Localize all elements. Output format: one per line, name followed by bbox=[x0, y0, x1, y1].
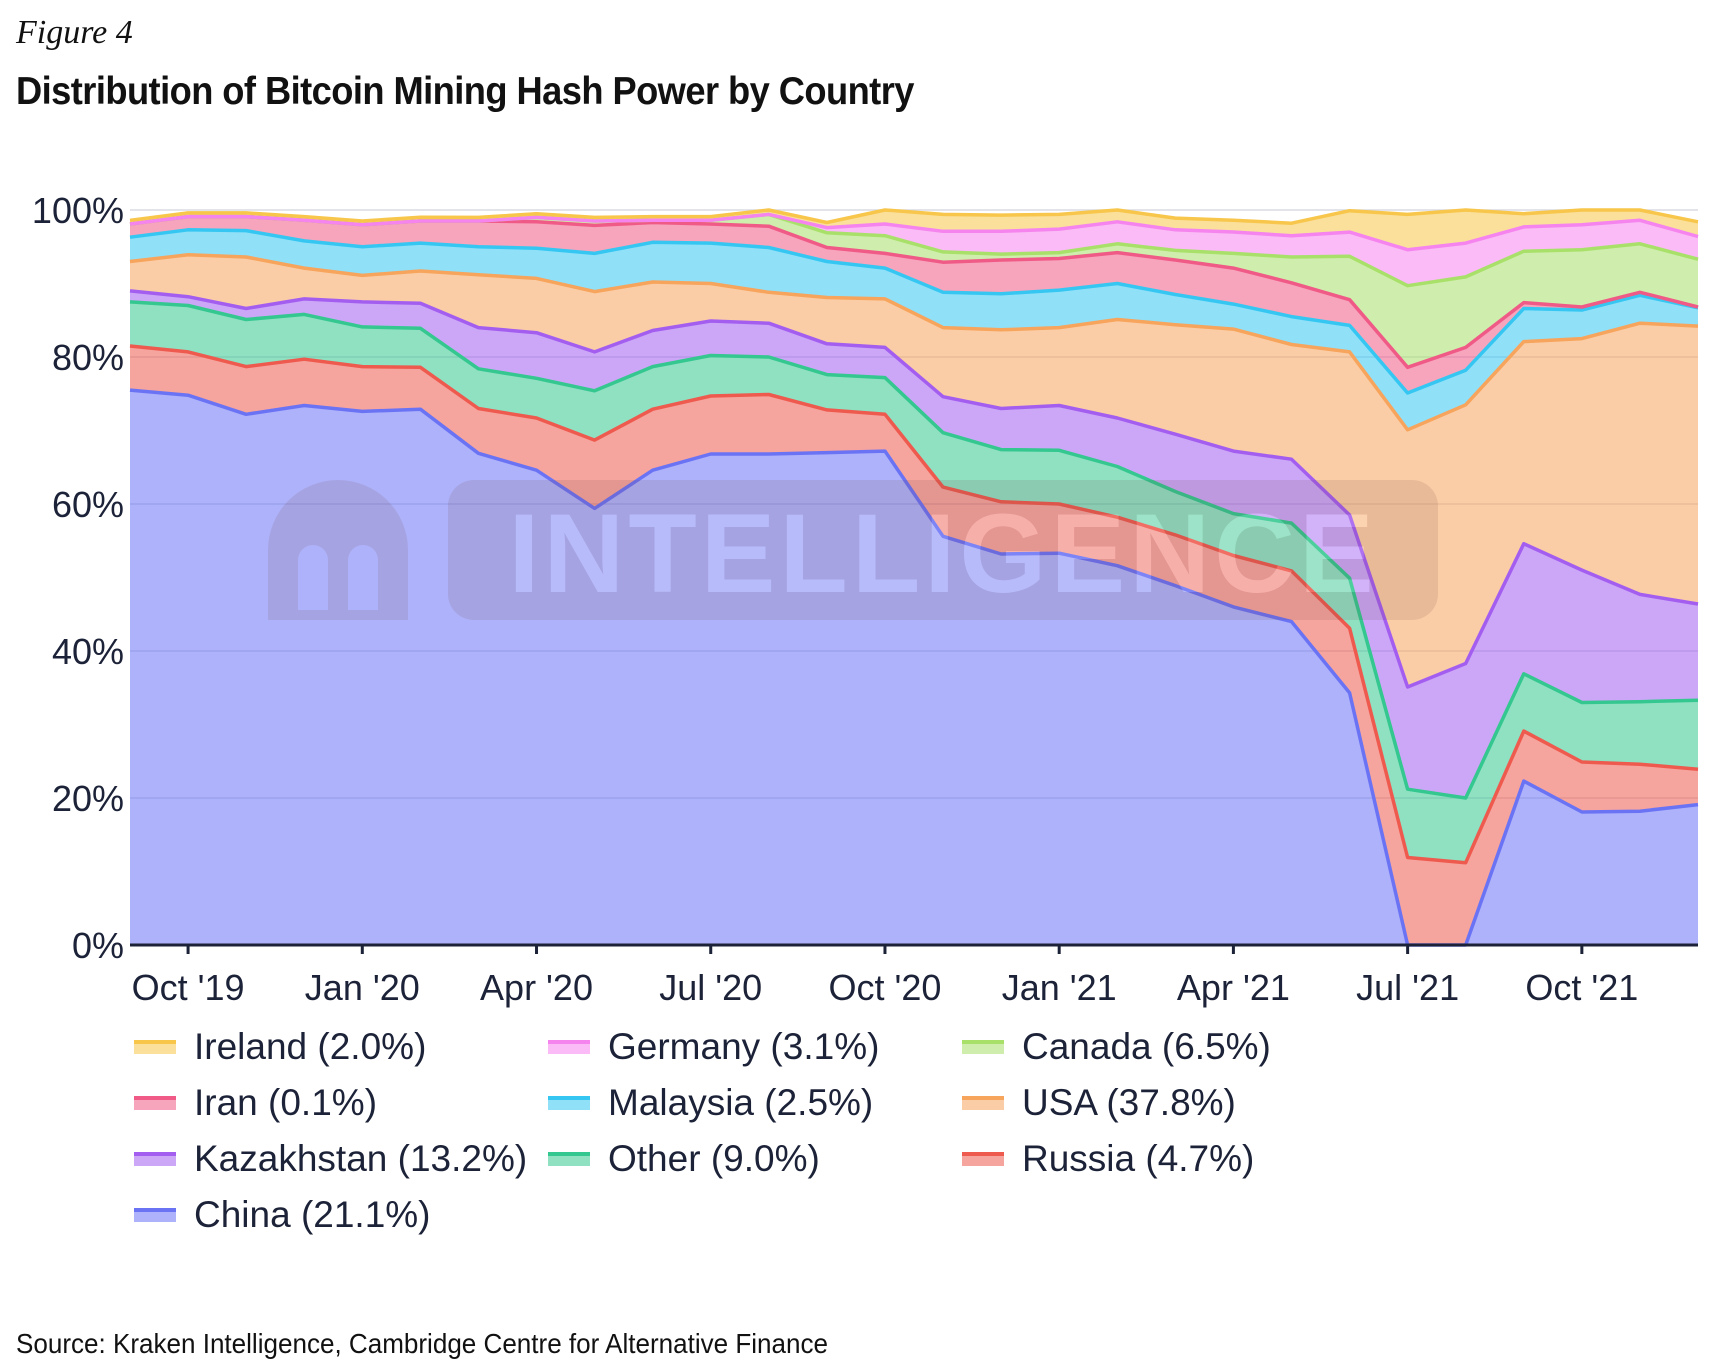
legend-item-kazakhstan[interactable]: Kazakhstan (13.2%) bbox=[134, 1134, 527, 1184]
x-tick-label: Jul '21 bbox=[1356, 967, 1459, 1008]
y-tick-labels: 0% 20% 40% 60% 80% 100% bbox=[32, 190, 124, 966]
legend-item-germany[interactable]: Germany (3.1%) bbox=[548, 1022, 879, 1072]
x-tick-label: Oct '19 bbox=[132, 967, 245, 1008]
line-russia bbox=[129, 344, 1699, 865]
y-tick-label: 20% bbox=[52, 778, 124, 819]
area-malaysia bbox=[130, 229, 1698, 430]
legend-swatch bbox=[548, 1096, 590, 1110]
line-usa bbox=[129, 253, 1699, 432]
source-note: Source: Kraken Intelligence, Cambridge C… bbox=[16, 1328, 829, 1359]
x-tick-label: Jan '21 bbox=[1002, 967, 1117, 1008]
legend-label: USA (37.8%) bbox=[1022, 1082, 1236, 1123]
area-russia bbox=[130, 346, 1698, 945]
legend-label: Malaysia (2.5%) bbox=[608, 1082, 874, 1123]
legend-item-malaysia[interactable]: Malaysia (2.5%) bbox=[548, 1078, 873, 1128]
legend-item-canada[interactable]: Canada (6.5%) bbox=[962, 1022, 1271, 1072]
legend-swatch bbox=[548, 1040, 590, 1054]
legend-label: Iran (0.1%) bbox=[194, 1082, 378, 1123]
x-tick-label: Apr '20 bbox=[480, 967, 593, 1008]
legend-item-usa[interactable]: USA (37.8%) bbox=[962, 1078, 1236, 1128]
x-tick-label: Oct '20 bbox=[829, 967, 942, 1008]
y-tick-label: 100% bbox=[32, 190, 124, 231]
legend-label: Germany (3.1%) bbox=[608, 1026, 880, 1067]
area-usa bbox=[130, 254, 1698, 688]
legend-label: Kazakhstan (13.2%) bbox=[194, 1138, 528, 1179]
area-china bbox=[130, 390, 1698, 946]
legend-item-iran[interactable]: Iran (0.1%) bbox=[134, 1078, 377, 1128]
area-other bbox=[130, 301, 1698, 863]
line-malaysia bbox=[129, 228, 1699, 395]
area-layers bbox=[130, 210, 1698, 946]
legend-swatch bbox=[548, 1152, 590, 1166]
legend-label: China (21.1%) bbox=[194, 1194, 431, 1235]
legend-label: Ireland (2.0%) bbox=[194, 1026, 427, 1067]
line-germany bbox=[129, 212, 1699, 252]
legend-swatch bbox=[962, 1152, 1004, 1166]
line-kazakhstan bbox=[129, 289, 1699, 689]
legend-label: Canada (6.5%) bbox=[1022, 1026, 1271, 1067]
legend-label: Other (9.0%) bbox=[608, 1138, 820, 1179]
area-kazakhstan bbox=[130, 290, 1698, 798]
legend-item-china[interactable]: China (21.1%) bbox=[134, 1190, 431, 1240]
x-tick-label: Apr '21 bbox=[1177, 967, 1290, 1008]
figure-label: Figure 4 bbox=[16, 14, 133, 51]
y-tick-label: 0% bbox=[72, 925, 124, 966]
legend-item-other[interactable]: Other (9.0%) bbox=[548, 1134, 820, 1184]
y-tick-label: 40% bbox=[52, 631, 124, 672]
legend-swatch bbox=[962, 1040, 1004, 1054]
line-ireland bbox=[129, 208, 1699, 225]
chart-title: Distribution of Bitcoin Mining Hash Powe… bbox=[16, 70, 914, 113]
legend-swatch bbox=[134, 1096, 176, 1110]
x-tick-label: Jul '20 bbox=[659, 967, 762, 1008]
legend-item-ireland[interactable]: Ireland (2.0%) bbox=[134, 1022, 426, 1072]
legend-swatch bbox=[134, 1208, 176, 1222]
axes bbox=[130, 943, 1698, 954]
x-tick-labels: Oct '19 Jan '20 Apr '20 Jul '20 Oct '20 Jan '… bbox=[132, 967, 1639, 1008]
line-other bbox=[129, 300, 1699, 800]
stacked-area-chart: 0% 20% 40% 60% 80% 100% Oct '19 Jan '20 Apr '20… bbox=[32, 190, 1699, 1008]
x-tick-label: Oct '21 bbox=[1525, 967, 1638, 1008]
legend-swatch bbox=[134, 1152, 176, 1166]
legend-swatch bbox=[134, 1040, 176, 1054]
x-tick-label: Jan '20 bbox=[305, 967, 420, 1008]
legend-swatch bbox=[962, 1096, 1004, 1110]
legend-item-russia[interactable]: Russia (4.7%) bbox=[962, 1134, 1254, 1184]
y-tick-label: 60% bbox=[52, 484, 124, 525]
y-tick-label: 80% bbox=[52, 337, 124, 378]
legend-label: Russia (4.7%) bbox=[1022, 1138, 1255, 1179]
area-iran bbox=[130, 216, 1698, 393]
